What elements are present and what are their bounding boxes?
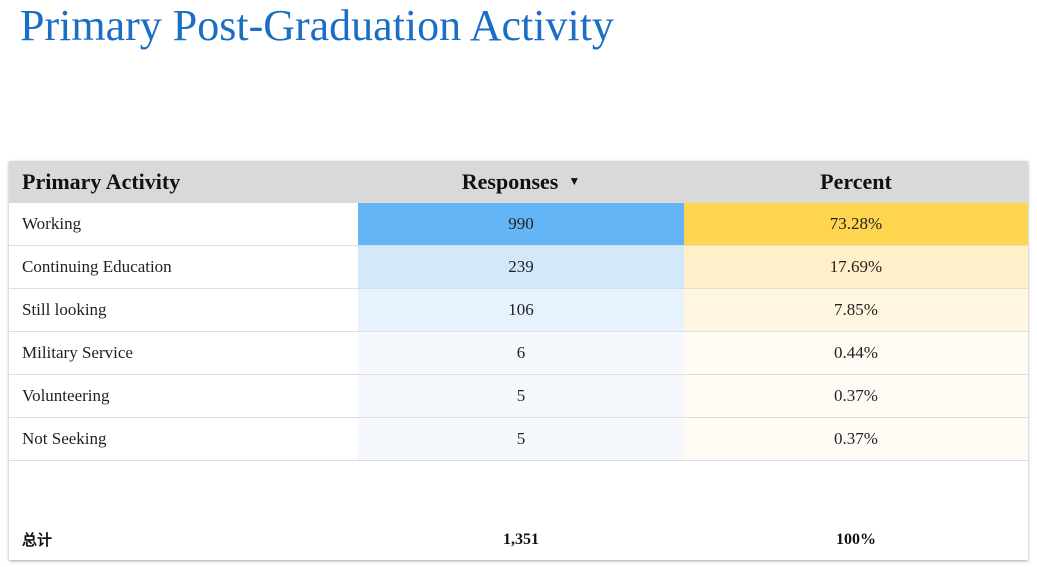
total-responses: 1,351 bbox=[503, 531, 539, 548]
row-percent-value: 17.69% bbox=[829, 257, 883, 276]
percent-heat-cell bbox=[684, 418, 1028, 460]
table-row[interactable]: Military Service 6 0.44% bbox=[9, 332, 1028, 375]
column-header-responses-label: Responses bbox=[461, 169, 559, 194]
responses-heat-cell bbox=[358, 418, 684, 460]
row-responses-value: 5 bbox=[516, 386, 526, 405]
row-percent-value: 0.37% bbox=[834, 386, 878, 405]
row-percent-value: 7.85% bbox=[834, 300, 878, 319]
responses-heat-cell bbox=[358, 289, 684, 331]
row-responses-value: 239 bbox=[508, 257, 534, 276]
table-row[interactable]: Not Seeking 5 0.37% bbox=[9, 418, 1028, 461]
table-total-row: 总计 1,351 100% bbox=[9, 520, 1028, 560]
percent-heat-cell bbox=[684, 332, 1028, 374]
column-header-percent[interactable]: Percent bbox=[820, 169, 892, 194]
row-activity-label: Military Service bbox=[22, 343, 133, 362]
column-header-responses[interactable]: Responses ▼ bbox=[358, 161, 684, 203]
responses-heat-cell bbox=[358, 246, 684, 288]
row-activity-label: Still looking bbox=[22, 300, 107, 319]
responses-heat-cell bbox=[358, 375, 684, 417]
row-responses-value: 990 bbox=[508, 214, 534, 233]
responses-heat-cell bbox=[358, 203, 684, 245]
percent-heat-cell bbox=[684, 289, 1028, 331]
table-row[interactable]: Continuing Education 239 17.69% bbox=[9, 246, 1028, 289]
percent-heat-cell bbox=[684, 203, 1028, 245]
table-header: Primary Activity Responses ▼ Percent bbox=[9, 161, 1028, 203]
table-row[interactable]: Volunteering 5 0.37% bbox=[9, 375, 1028, 418]
percent-heat-cell bbox=[684, 246, 1028, 288]
responses-heat-cell bbox=[358, 332, 684, 374]
row-activity-label: Volunteering bbox=[22, 386, 110, 405]
row-percent-value: 0.37% bbox=[834, 429, 878, 448]
percent-heat-cell bbox=[684, 375, 1028, 417]
total-label: 总计 bbox=[22, 531, 53, 549]
activity-table: Primary Activity Responses ▼ Percent Work… bbox=[9, 161, 1028, 560]
row-responses-value: 106 bbox=[508, 300, 534, 319]
page-title: Primary Post-Graduation Activity bbox=[20, 1, 614, 50]
column-header-primary-activity[interactable]: Primary Activity bbox=[22, 169, 181, 194]
row-activity-label: Working bbox=[22, 214, 82, 233]
sort-descending-icon[interactable]: ▼ bbox=[568, 173, 581, 188]
table-row[interactable]: Working 990 73.28% bbox=[9, 203, 1028, 246]
row-responses-value: 5 bbox=[516, 429, 526, 448]
row-percent-value: 0.44% bbox=[834, 343, 878, 362]
total-percent: 100% bbox=[836, 531, 876, 548]
row-activity-label: Not Seeking bbox=[22, 429, 107, 448]
row-responses-value: 6 bbox=[516, 343, 526, 362]
row-percent-value: 73.28% bbox=[829, 214, 883, 233]
row-activity-label: Continuing Education bbox=[22, 257, 172, 276]
table-row[interactable]: Still looking 106 7.85% bbox=[9, 289, 1028, 332]
